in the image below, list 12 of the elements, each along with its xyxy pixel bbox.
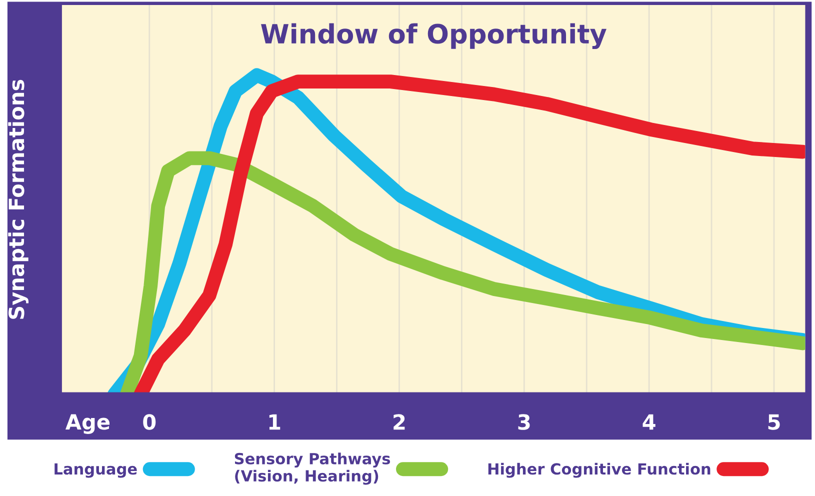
x-tick-label: 4 <box>642 414 656 430</box>
x-tick-label: 1 <box>269 414 280 430</box>
x-tick-label: 2 <box>394 414 405 430</box>
legend-label: Sensory Pathways (Vision, Hearing) <box>234 452 390 485</box>
legend-label: Language <box>54 463 137 478</box>
legend-label: Higher Cognitive Function <box>488 462 710 478</box>
x-axis-title: Age <box>65 414 110 434</box>
chart-title: Window of Opportunity <box>261 23 606 50</box>
x-tick-label: 0 <box>143 414 156 430</box>
x-tick-label: 5 <box>768 414 780 430</box>
x-tick-label: 3 <box>518 414 530 430</box>
y-axis-title: Synaptic Formations <box>8 80 28 319</box>
